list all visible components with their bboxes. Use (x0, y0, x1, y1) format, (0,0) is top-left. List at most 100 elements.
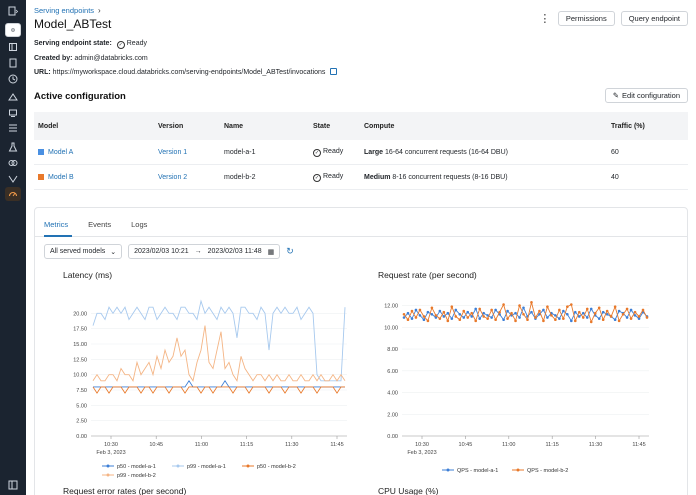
workspace-switcher-icon[interactable] (5, 4, 21, 18)
data-point (637, 315, 641, 318)
data-point (570, 319, 573, 323)
model-link[interactable]: Model B (48, 173, 74, 181)
tab-events[interactable]: Events (88, 220, 112, 229)
legend-label: QPS - model-a-1 (457, 468, 498, 474)
data-point (629, 317, 633, 320)
served-model-name: model-a-1 (224, 148, 256, 156)
data-point (458, 312, 462, 316)
serving-icon[interactable] (5, 187, 21, 201)
data-point (589, 307, 593, 311)
experiments-icon[interactable] (5, 140, 21, 154)
sidebar-toggle-icon[interactable] (5, 478, 21, 492)
tab-bar: Metrics Events Logs (44, 220, 147, 229)
traffic-value: 60 (611, 148, 619, 156)
url-value: https://myworkspace.cloud.databricks.com… (52, 69, 326, 76)
breadcrumb: Serving endpoints › (34, 6, 101, 15)
metrics-panel: Metrics Events Logs All served models ⌄ … (34, 207, 688, 495)
data-point (617, 319, 621, 323)
permissions-button[interactable]: Permissions (557, 11, 615, 26)
legend-marker (176, 464, 180, 468)
col-compute: Compute (364, 122, 395, 130)
row-state: Ready (323, 172, 344, 180)
repos-icon[interactable] (5, 56, 21, 70)
refresh-icon[interactable]: ↻ (286, 246, 294, 256)
models-icon[interactable] (5, 172, 21, 186)
calendar-icon: ▦ (267, 248, 275, 256)
data-point (542, 319, 545, 323)
left-nav-rail (0, 0, 26, 495)
features-icon[interactable] (5, 156, 21, 170)
x-tick-label: 11:30 (285, 442, 298, 448)
data-point (637, 317, 641, 320)
tab-metrics[interactable]: Metrics (44, 220, 69, 229)
x-tick-label: 11:30 (589, 442, 602, 448)
error-rates-chart-title: Request error rates (per second) (63, 486, 187, 495)
data-point (462, 309, 466, 313)
data-point (462, 316, 466, 319)
version-link[interactable]: Version 2 (158, 173, 188, 181)
data-point (558, 317, 561, 320)
data-point (414, 316, 418, 319)
data-point (506, 317, 509, 320)
y-tick-label: 2.00 (387, 412, 398, 418)
data-point (522, 306, 525, 310)
x-date-label: Feb 3, 2023 (96, 450, 125, 456)
data-point (438, 317, 442, 320)
query-endpoint-button[interactable]: Query endpoint (620, 11, 688, 26)
new-icon[interactable] (5, 23, 21, 37)
compute-detail: 8-16 concurrent requests (8-16 DBU) (392, 173, 508, 181)
pencil-icon: ✎ (612, 91, 620, 100)
data-point (617, 309, 621, 313)
served-models-select[interactable]: All served models ⌄ (44, 244, 123, 259)
data-point (573, 319, 577, 323)
model-link[interactable]: Model A (48, 148, 74, 156)
breadcrumb-serving-endpoints[interactable]: Serving endpoints (34, 6, 95, 15)
header-actions: ⋮ Permissions Query endpoint (538, 11, 688, 26)
workflows-icon[interactable] (5, 121, 21, 135)
data-point (446, 311, 450, 315)
data-point (577, 310, 581, 314)
data-point (494, 318, 497, 322)
y-tick-label: 0.00 (76, 434, 87, 440)
data-point (450, 305, 454, 308)
compute-icon[interactable] (5, 106, 21, 120)
y-tick-label: 10.00 (73, 373, 87, 379)
y-tick-label: 5.00 (76, 403, 87, 409)
legend-marker (516, 468, 520, 472)
recents-icon[interactable] (5, 72, 21, 86)
version-link[interactable]: Version 1 (158, 148, 188, 156)
data-point (482, 311, 485, 315)
data-point (629, 308, 633, 312)
col-name: Name (224, 122, 244, 130)
endpoint-url: URL: https://myworkspace.cloud.databrick… (34, 68, 338, 76)
edit-configuration-button[interactable]: ✎ Edit configuration (604, 88, 688, 103)
data-point (442, 310, 446, 314)
created-by-value: admin@databricks.com (74, 55, 148, 62)
data-point (514, 319, 517, 323)
data-icon[interactable] (5, 90, 21, 104)
x-tick-label: 11:45 (632, 442, 645, 448)
legend-label: QPS - model-b-2 (527, 468, 568, 474)
data-point (609, 315, 613, 318)
x-tick-label: 10:45 (149, 442, 163, 448)
kebab-menu-icon[interactable]: ⋮ (539, 13, 551, 25)
data-point (478, 307, 481, 311)
data-point (502, 318, 505, 322)
data-point (518, 316, 521, 319)
data-point (494, 308, 497, 312)
date-range-picker[interactable]: 2023/02/03 10:21 → 2023/02/03 11:48 ▦ (128, 244, 281, 259)
data-point (406, 311, 410, 315)
workspace-icon[interactable] (5, 40, 21, 54)
copy-icon[interactable] (330, 68, 338, 75)
data-point (546, 305, 549, 308)
col-model: Model (38, 122, 59, 130)
data-point (426, 319, 430, 323)
tab-logs[interactable]: Logs (131, 220, 148, 229)
page-title: Model_ABTest (34, 17, 112, 31)
arrow-right-icon: → (194, 248, 202, 255)
edit-configuration-label: Edit configuration (622, 91, 680, 100)
y-tick-label: 0.00 (387, 434, 398, 440)
legend-marker (446, 468, 450, 472)
data-point (597, 317, 601, 320)
data-point (530, 301, 533, 304)
